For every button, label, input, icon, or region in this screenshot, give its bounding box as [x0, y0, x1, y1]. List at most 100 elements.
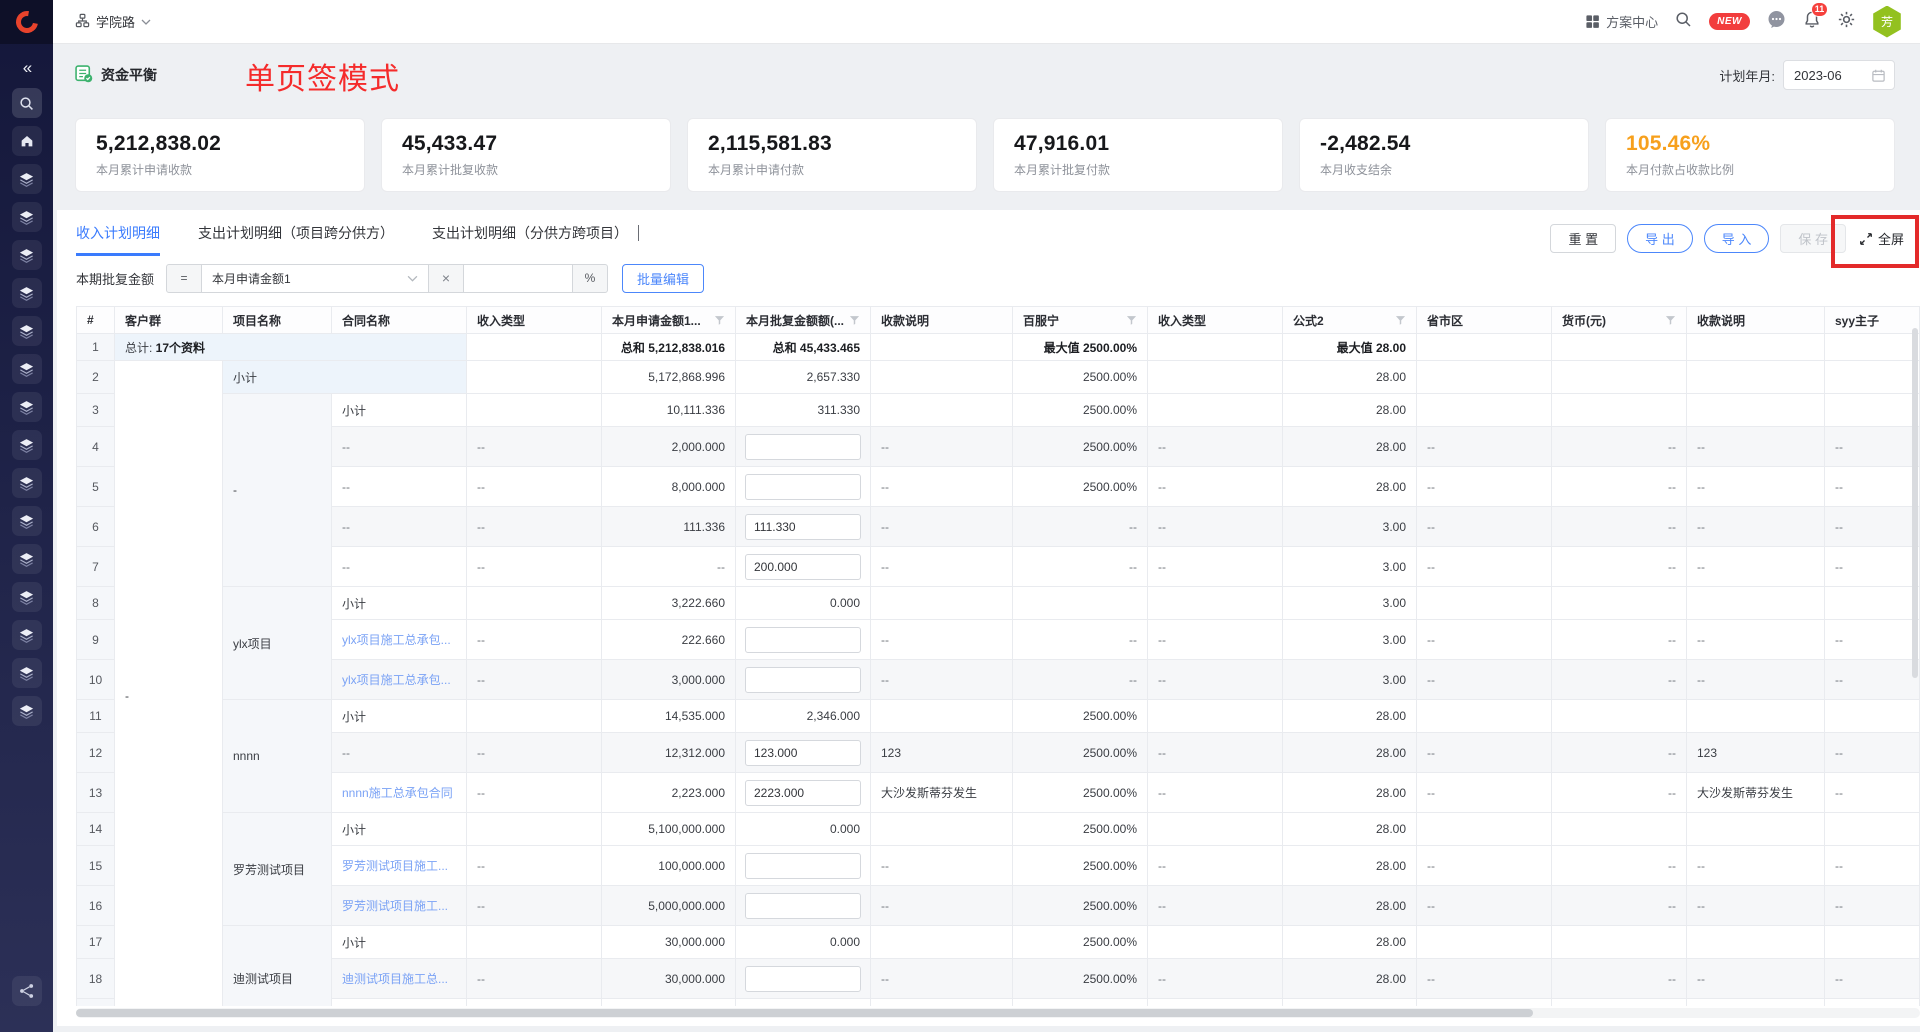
- approval-amount-input[interactable]: [745, 666, 861, 693]
- sidebar-collapse-button[interactable]: «: [22, 58, 32, 77]
- approval-amount-input[interactable]: [745, 779, 861, 806]
- filter-value-input[interactable]: [463, 263, 574, 293]
- blank-cell: [1551, 360, 1687, 394]
- approval-amount-input[interactable]: [745, 553, 861, 580]
- sidebar-item-layers-icon[interactable]: [11, 240, 42, 270]
- column-header[interactable]: 客户群: [114, 306, 223, 334]
- row-index-cell: 14: [76, 812, 115, 846]
- app-logo[interactable]: [0, 0, 53, 44]
- row-index-cell: 16: [76, 885, 115, 926]
- approval-amount-input[interactable]: [745, 852, 861, 879]
- approval-amount-input[interactable]: [745, 965, 861, 992]
- empty-value-cell: --: [466, 546, 602, 587]
- horizontal-scrollbar-thumb[interactable]: [76, 1009, 1533, 1017]
- org-switcher[interactable]: 学院路: [75, 12, 151, 31]
- column-header[interactable]: 项目名称: [222, 306, 332, 334]
- filter-funnel-icon[interactable]: [1665, 315, 1676, 326]
- column-header[interactable]: 本月申请金额1...: [601, 306, 736, 334]
- fullscreen-button[interactable]: 全屏: [1857, 223, 1906, 254]
- tab-1[interactable]: 收入计划明细: [76, 223, 160, 256]
- export-button[interactable]: 导 出: [1627, 224, 1693, 253]
- sidebar-item-layers-icon[interactable]: [11, 316, 42, 346]
- number-cell: 2,657.330: [735, 360, 871, 394]
- plan-month-picker[interactable]: 2023-06: [1783, 60, 1895, 90]
- sidebar-item-layers-icon[interactable]: [11, 430, 42, 460]
- sidebar-item-layers-icon[interactable]: [11, 696, 42, 726]
- column-header[interactable]: 公式2: [1282, 306, 1417, 334]
- vertical-scrollbar[interactable]: [1912, 328, 1918, 678]
- sidebar-item-layers-icon[interactable]: [11, 620, 42, 650]
- column-header[interactable]: 收款说明: [870, 306, 1013, 334]
- clear-filter-button[interactable]: ×: [428, 263, 465, 293]
- contract-link[interactable]: ylx项目施工总承包...: [331, 619, 467, 660]
- column-header[interactable]: 省市区: [1416, 306, 1552, 334]
- import-button[interactable]: 导 入: [1703, 224, 1770, 253]
- blank-cell: [1686, 360, 1825, 394]
- sidebar-item-layers-icon[interactable]: [11, 164, 42, 194]
- blank-cell: [1416, 699, 1552, 733]
- reset-button[interactable]: 重 置: [1550, 224, 1617, 253]
- contract-link[interactable]: ylx项目施工总承包...: [331, 659, 467, 700]
- approval-amount-input[interactable]: [745, 626, 861, 653]
- sidebar-item-home-icon[interactable]: [11, 126, 42, 156]
- approval-amount-input[interactable]: [745, 892, 861, 919]
- horizontal-scrollbar[interactable]: [76, 1008, 1920, 1018]
- number-cell: 28.00: [1282, 732, 1417, 773]
- sidebar-item-layers-icon[interactable]: [11, 202, 42, 232]
- column-header[interactable]: 百服宁: [1012, 306, 1148, 334]
- approval-amount-input[interactable]: [745, 513, 861, 540]
- operator-box[interactable]: =: [166, 263, 203, 293]
- blank-cell: [1824, 333, 1920, 361]
- notifications-button[interactable]: 11: [1803, 1, 1828, 34]
- column-header[interactable]: 货币(元): [1551, 306, 1687, 334]
- empty-value-cell: --: [870, 958, 1013, 999]
- approval-amount-input[interactable]: [745, 739, 861, 766]
- sidebar-item-layers-icon[interactable]: [11, 506, 42, 536]
- filter-funnel-icon[interactable]: [849, 315, 860, 326]
- scheme-center-button[interactable]: 方案中心: [1585, 12, 1658, 31]
- approval-amount-input[interactable]: [745, 433, 861, 460]
- new-badge[interactable]: NEW: [1709, 13, 1750, 30]
- gear-icon[interactable]: [1838, 11, 1855, 33]
- row-index-cell: 15: [76, 845, 115, 886]
- tab-2[interactable]: 支出计划明细（项目跨分供方）: [198, 225, 394, 241]
- contract-link[interactable]: nnnn施工总承包合同: [331, 772, 467, 813]
- number-cell: 28.00: [1282, 426, 1417, 467]
- column-header[interactable]: 收入类型: [466, 306, 602, 334]
- avatar[interactable]: 芳: [1873, 5, 1901, 38]
- sidebar-item-layers-icon[interactable]: [11, 392, 42, 422]
- contract-link[interactable]: 罗芳测试项目施工...: [331, 885, 467, 926]
- save-button[interactable]: 保 存: [1780, 224, 1846, 253]
- sidebar-item-layers-icon[interactable]: [11, 468, 42, 498]
- batch-edit-button[interactable]: 批量编辑: [622, 263, 705, 293]
- sidebar-item-layers-icon[interactable]: [11, 278, 42, 308]
- tab-3[interactable]: 支出计划明细（分供方跨项目）: [432, 225, 628, 241]
- empty-value-cell: --: [1551, 885, 1687, 926]
- sidebar-item-layers-icon[interactable]: [11, 544, 42, 574]
- filter-funnel-icon[interactable]: [1395, 315, 1406, 326]
- column-header[interactable]: 收入类型: [1147, 306, 1283, 334]
- column-header[interactable]: 合同名称: [331, 306, 467, 334]
- column-header[interactable]: #: [76, 306, 115, 334]
- column-header[interactable]: 本月批复金额额(...: [735, 306, 871, 334]
- blank-cell: [1551, 586, 1687, 620]
- column-header[interactable]: 收款说明: [1686, 306, 1825, 334]
- sidebar-item-search-icon[interactable]: [11, 88, 42, 118]
- column-header[interactable]: syy主子: [1824, 306, 1920, 334]
- contract-link[interactable]: 迪测试项目施工总...: [331, 958, 467, 999]
- card-label: 本月收支结余: [1320, 163, 1393, 177]
- filter-funnel-icon[interactable]: [1126, 315, 1137, 326]
- empty-value-cell: --: [466, 772, 602, 813]
- sidebar-item-layers-icon[interactable]: [11, 354, 42, 384]
- search-icon[interactable]: [1675, 11, 1692, 33]
- sidebar-item-layers-icon[interactable]: [11, 582, 42, 612]
- sidebar-item-layers-icon[interactable]: [11, 658, 42, 688]
- number-cell: 3,222.660: [601, 586, 736, 620]
- number-cell: 2500.00%: [1012, 466, 1148, 507]
- filter-funnel-icon[interactable]: [714, 315, 725, 326]
- formula-select[interactable]: 本月申请金额1: [201, 263, 430, 293]
- contract-link[interactable]: 罗芳测试项目施工...: [331, 845, 467, 886]
- approval-amount-input[interactable]: [745, 473, 861, 500]
- chat-icon[interactable]: [1767, 10, 1786, 34]
- share-network-icon[interactable]: [11, 976, 42, 1006]
